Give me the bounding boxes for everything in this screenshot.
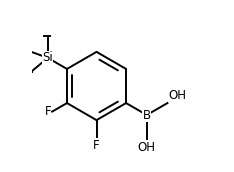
- Text: OH: OH: [138, 141, 156, 154]
- Text: OH: OH: [168, 89, 186, 102]
- Text: F: F: [93, 139, 100, 152]
- Text: F: F: [45, 105, 51, 118]
- Text: B: B: [143, 109, 151, 121]
- Text: Si: Si: [42, 51, 53, 64]
